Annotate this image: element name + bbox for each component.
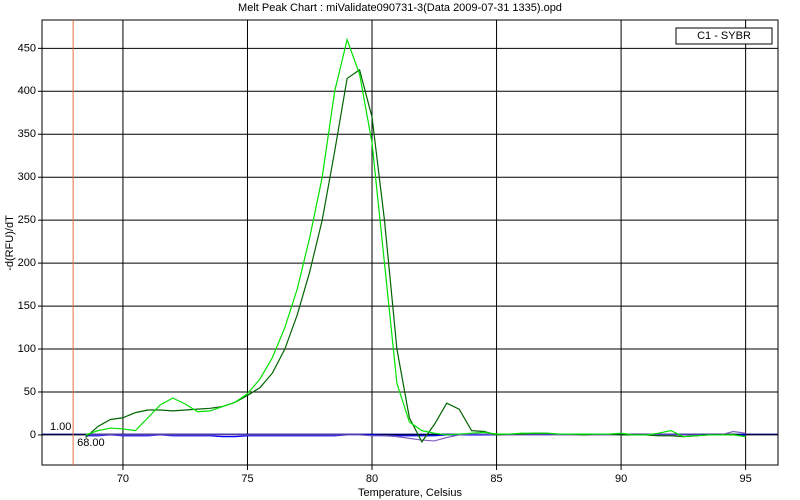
start-marker-label: 68.00 [77, 437, 105, 449]
y-tick-label: 350 [18, 128, 36, 140]
x-tick-label: 85 [490, 473, 502, 485]
chart-title: Melt Peak Chart : miValidate090731-3(Dat… [238, 2, 562, 14]
y-tick-label: 300 [18, 171, 36, 183]
series-line [85, 37, 746, 438]
threshold-label: 1.00 [50, 421, 71, 433]
plot-frame [41, 19, 779, 466]
x-tick-label: 90 [615, 473, 627, 485]
y-tick-label: 250 [18, 214, 36, 226]
legend-label: C1 - SYBR [697, 30, 751, 42]
y-tick-label: 450 [18, 42, 36, 54]
x-tick-label: 80 [366, 473, 378, 485]
x-tick-label: 95 [739, 473, 751, 485]
x-axis-label: Temperature, Celsius [358, 487, 462, 499]
y-tick-label: 150 [18, 300, 36, 312]
y-tick-label: 0 [30, 429, 36, 441]
x-tick-label: 70 [117, 473, 129, 485]
y-tick-label: 100 [18, 343, 36, 355]
y-tick-label: 50 [24, 386, 36, 398]
y-tick-label: 400 [18, 85, 36, 97]
y-tick-label: 200 [18, 257, 36, 269]
legend-box [675, 27, 773, 45]
x-tick-label: 75 [241, 473, 253, 485]
y-axis-label: -d(RFU)/dT [4, 215, 16, 271]
